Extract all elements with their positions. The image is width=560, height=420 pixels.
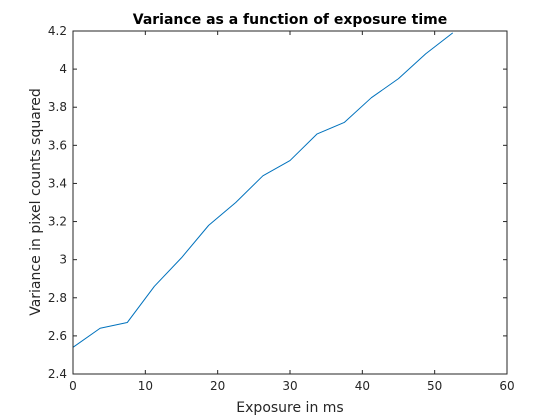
x-tick-label: 20	[210, 379, 225, 393]
x-tick-label: 30	[282, 379, 297, 393]
y-tick-label: 4	[59, 62, 67, 76]
series-line-0	[72, 32, 454, 348]
x-tick-label: 10	[138, 379, 153, 393]
x-tick-label: 60	[499, 379, 514, 393]
x-tick-label: 0	[69, 379, 77, 393]
y-tick-label: 3.4	[48, 176, 67, 190]
chart-title: Variance as a function of exposure time	[133, 12, 447, 28]
y-tick-label: 3	[59, 253, 67, 267]
axes-layer: 0 10 20 30 40 50 60 2.4 2.6 2.8 3 3.2 3.4 3.6 3.8 4 4.2	[48, 24, 515, 393]
y-tick-label: 3.6	[48, 138, 67, 152]
y-tick-label: 3.8	[48, 100, 67, 114]
y-tick-label: 3.2	[48, 215, 67, 229]
x-tick-label: 50	[427, 379, 442, 393]
x-tick-label: 40	[355, 379, 370, 393]
plot-area	[73, 31, 507, 374]
y-tick-label: 2.6	[48, 329, 67, 343]
y-tick-label: 4.2	[48, 24, 67, 38]
y-axis-title: Variance in pixel counts squared	[28, 88, 44, 316]
y-tick-label: 2.4	[48, 367, 67, 381]
y-tick-label: 2.8	[48, 291, 67, 305]
x-axis-title: Exposure in ms	[236, 400, 343, 416]
series-layer	[72, 32, 454, 348]
